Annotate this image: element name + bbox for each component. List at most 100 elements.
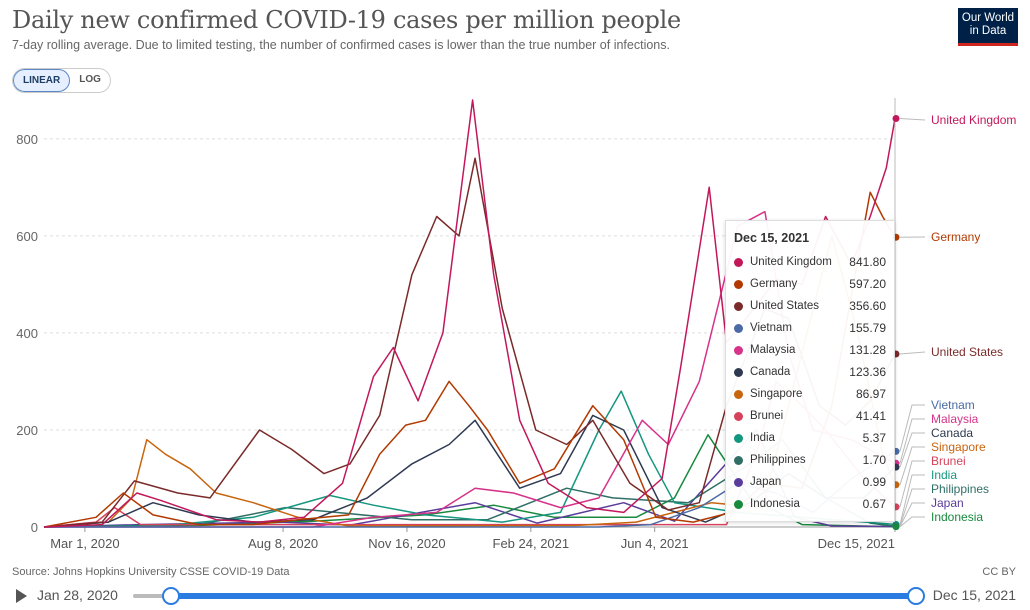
tooltip-color-dot	[734, 389, 743, 399]
x-tick-label: Dec 15, 2021	[818, 536, 895, 551]
tooltip-color-dot	[734, 477, 743, 487]
tooltip-color-dot	[734, 345, 743, 355]
timeline-track[interactable]	[133, 594, 169, 598]
tooltip-color-dot	[734, 257, 743, 267]
logo-bar	[958, 43, 1018, 46]
source-note[interactable]: Source: Johns Hopkins University CSSE CO…	[12, 566, 290, 578]
tooltip-value: 597.20	[849, 277, 886, 291]
tooltip-country: Canada	[750, 366, 791, 378]
scale-toggle: LINEAR LOG	[12, 68, 111, 93]
end-label-brunei[interactable]: Brunei	[931, 454, 966, 468]
tooltip-color-dot	[734, 301, 743, 311]
timeline-end-label: Dec 15, 2021	[932, 587, 1016, 603]
x-tick-label: Jun 4, 2021	[621, 536, 689, 551]
label-connector	[899, 474, 925, 525]
tooltip-row: Indonesia 0.67	[726, 493, 894, 515]
label-connector	[899, 404, 925, 452]
end-label-japan[interactable]: Japan	[931, 496, 964, 510]
tooltip-color-dot	[734, 367, 743, 377]
tooltip-color-dot	[734, 279, 743, 289]
end-label-united-kingdom[interactable]: United Kingdom	[931, 113, 1016, 127]
end-label-india[interactable]: India	[931, 468, 957, 482]
end-point[interactable]	[892, 523, 900, 531]
label-connector	[899, 460, 925, 508]
tooltip-row: Philippines 1.70	[726, 449, 894, 471]
end-label-malaysia[interactable]: Malaysia	[931, 412, 979, 426]
tooltip: Dec 15, 2021 United Kingdom 841.80 Germany…	[725, 220, 895, 522]
y-tick-label: 200	[16, 423, 38, 438]
linear-scale-button[interactable]: LINEAR	[13, 69, 71, 92]
tooltip-value: 1.70	[862, 453, 886, 467]
label-connector	[899, 502, 925, 527]
timeline: Jan 28, 2020 Dec 15, 2021	[0, 584, 1030, 608]
tooltip-value: 41.41	[855, 409, 886, 423]
tooltip-country: Singapore	[750, 388, 803, 400]
tooltip-value: 0.99	[862, 475, 886, 489]
play-icon[interactable]	[16, 589, 27, 603]
logo-line-2: in Data	[969, 25, 1007, 37]
end-point[interactable]	[892, 115, 900, 123]
timeline-start-label: Jan 28, 2020	[37, 587, 118, 603]
timeline-start-handle[interactable]	[162, 587, 180, 605]
tooltip-country: India	[750, 432, 775, 444]
tooltip-country: Brunei	[750, 410, 784, 422]
x-tick-label: Feb 24, 2021	[493, 536, 570, 551]
tooltip-color-dot	[734, 499, 743, 509]
tooltip-value: 131.28	[849, 343, 886, 357]
end-label-indonesia[interactable]: Indonesia	[931, 510, 983, 524]
timeline-end-handle[interactable]	[907, 587, 925, 605]
end-labels: United Kingdom Germany United States Vietna…	[892, 113, 1016, 531]
tooltip-country: United Kingdom	[750, 256, 832, 268]
end-label-canada[interactable]: Canada	[931, 426, 973, 440]
label-connector	[899, 488, 925, 527]
tooltip-value: 356.60	[849, 299, 886, 313]
label-connector	[899, 118, 926, 121]
x-tick-label: Nov 16, 2020	[368, 536, 445, 551]
y-tick-label: 400	[16, 326, 38, 341]
owid-logo[interactable]: Our World in Data	[958, 8, 1018, 46]
series-line-india[interactable]	[43, 390, 896, 528]
label-connector	[899, 418, 925, 464]
tooltip-value: 0.67	[862, 497, 886, 511]
tooltip-value: 841.80	[849, 255, 886, 269]
tooltip-color-dot	[734, 411, 743, 421]
chart-title: Daily new confirmed COVID-19 cases per m…	[12, 6, 681, 34]
tooltip-country: Germany	[750, 278, 798, 290]
end-label-singapore[interactable]: Singapore	[931, 440, 986, 454]
tooltip-row: Malaysia 131.28	[726, 339, 894, 361]
log-scale-button[interactable]: LOG	[79, 74, 101, 85]
y-axis-ticks: 0 200 400 600 800	[16, 132, 38, 535]
tooltip-value: 86.97	[855, 387, 886, 401]
tooltip-row: Japan 0.99	[726, 471, 894, 493]
tooltip-row: United States 356.60	[726, 295, 894, 317]
label-connector	[899, 432, 925, 468]
tooltip-row: India 5.37	[726, 427, 894, 449]
end-label-united-states[interactable]: United States	[931, 345, 1003, 359]
tooltip-row: Singapore 86.97	[726, 383, 894, 405]
tooltip-country: Vietnam	[750, 322, 792, 334]
tooltip-row: Brunei 41.41	[726, 405, 894, 427]
label-connector	[899, 516, 925, 528]
tooltip-date: Dec 15, 2021	[734, 231, 810, 245]
tooltip-row: Canada 123.36	[726, 361, 894, 383]
tooltip-country: Malaysia	[750, 344, 796, 356]
tooltip-country: Japan	[750, 476, 782, 488]
tooltip-row: United Kingdom 841.80	[726, 251, 894, 273]
y-tick-label: 600	[16, 229, 38, 244]
license-link[interactable]: CC BY	[982, 566, 1016, 578]
end-label-vietnam[interactable]: Vietnam	[931, 398, 975, 412]
label-connector	[899, 351, 926, 355]
timeline-selected-range[interactable]	[169, 593, 916, 599]
tooltip-rows: United Kingdom 841.80 Germany 597.20 United …	[726, 251, 894, 515]
tooltip-row: Vietnam 155.79	[726, 317, 894, 339]
x-tick-label: Aug 8, 2020	[248, 536, 318, 551]
tooltip-color-dot	[734, 455, 743, 465]
end-label-philippines[interactable]: Philippines	[931, 482, 989, 496]
label-connector	[899, 446, 925, 485]
tooltip-country: Indonesia	[750, 498, 800, 510]
tooltip-value: 5.37	[862, 431, 886, 445]
tooltip-row: Germany 597.20	[726, 273, 894, 295]
end-label-germany[interactable]: Germany	[931, 230, 980, 244]
tooltip-value: 155.79	[849, 321, 886, 335]
tooltip-color-dot	[734, 433, 743, 443]
